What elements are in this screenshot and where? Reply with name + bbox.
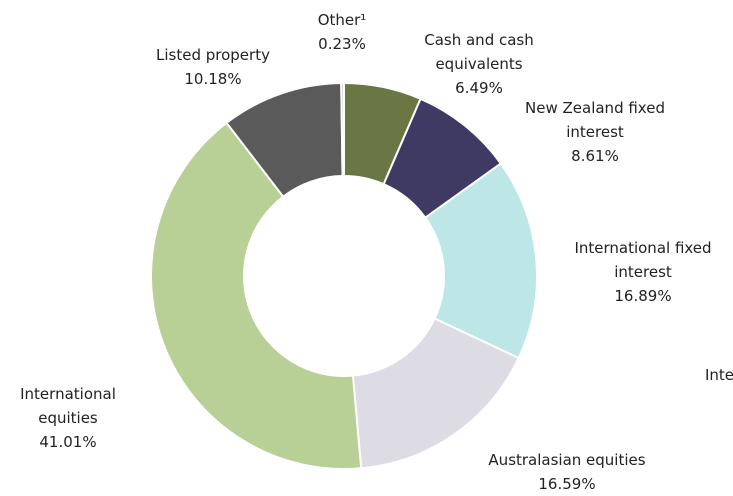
category-name: International fixed interest	[574, 239, 712, 281]
slice-label: Other¹ 0.23%	[302, 8, 382, 56]
category-name: Listed property	[156, 46, 270, 64]
slice-label: Listed property 10.18%	[133, 43, 293, 91]
value-label: 0.23%	[318, 35, 366, 53]
clipped-label: Inte	[705, 366, 733, 384]
value-label: 41.01%	[39, 433, 97, 451]
value-label: 16.59%	[538, 475, 596, 493]
donut-slice	[340, 81, 345, 178]
category-name: New Zealand fixed interest	[525, 99, 665, 141]
slice-label: International equities 41.01%	[3, 382, 133, 454]
slice-label: New Zealand fixed interest 8.61%	[505, 96, 685, 168]
value-label: 10.18%	[184, 70, 242, 88]
value-label: 16.89%	[614, 287, 672, 305]
donut-slice	[423, 162, 538, 360]
category-name: Other¹	[317, 11, 367, 29]
value-label: 6.49%	[455, 79, 503, 97]
donut-slice	[351, 317, 521, 470]
category-name: Australasian equities	[488, 451, 646, 469]
category-name: Cash and cash equivalents	[424, 31, 534, 73]
donut-slice	[150, 121, 363, 470]
slice-label: Australasian equities 16.59%	[457, 448, 677, 496]
value-label: 8.61%	[571, 147, 619, 165]
category-name: International equities	[20, 385, 116, 427]
slice-label: International fixed interest 16.89%	[553, 236, 733, 308]
slice-label: Cash and cash equivalents 6.49%	[404, 28, 554, 100]
